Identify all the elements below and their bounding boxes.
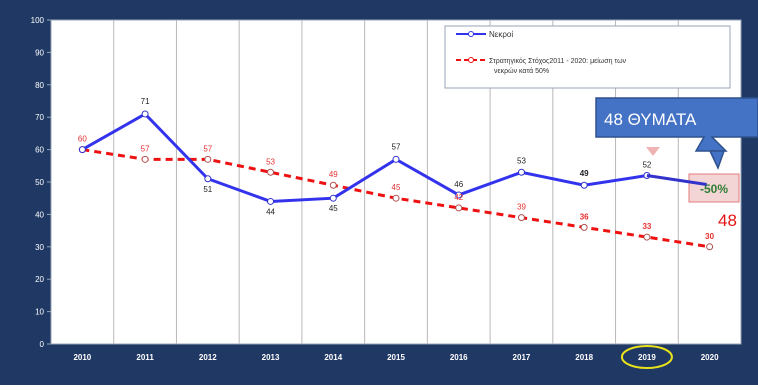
y-tick-label: 80 bbox=[35, 81, 44, 90]
target-label: 60 bbox=[78, 135, 87, 144]
legend-label-deaths: Νεκροί bbox=[489, 30, 513, 39]
y-tick-label: 40 bbox=[35, 210, 44, 219]
target-label: 42 bbox=[454, 193, 463, 202]
y-tick-label: 10 bbox=[35, 308, 44, 317]
legend-marker-target bbox=[468, 57, 474, 63]
target-label: 33 bbox=[642, 222, 651, 231]
y-tick-label: 60 bbox=[35, 146, 44, 155]
target-label: 39 bbox=[517, 203, 526, 212]
callout-text: 48 ΘΥΜΑΤΑ bbox=[604, 110, 697, 129]
y-tick-label: 100 bbox=[31, 16, 45, 25]
deaths-label: 57 bbox=[392, 142, 401, 151]
deaths-path bbox=[81, 112, 648, 203]
deaths-label: 46 bbox=[454, 180, 463, 189]
y-tick-label: 70 bbox=[35, 113, 44, 122]
final-value-label: 48 bbox=[718, 211, 737, 230]
deaths-point bbox=[329, 194, 337, 202]
callout-pointer bbox=[708, 150, 726, 170]
target-point bbox=[455, 204, 463, 212]
deaths-point bbox=[392, 155, 400, 163]
legend-box bbox=[444, 25, 731, 89]
deaths-data-labels: 71 51 44 45 57 46 53 49 52 bbox=[141, 97, 652, 216]
target-label: 57 bbox=[203, 144, 212, 153]
deaths-point bbox=[455, 191, 463, 199]
target-label: 53 bbox=[266, 157, 275, 166]
target-point bbox=[643, 233, 651, 241]
legend-label-target-line2: νεκρών κατά 50% bbox=[494, 67, 549, 75]
legend: Νεκροί Στρατηγικός Στόχος2011 - 2020: με… bbox=[444, 25, 731, 89]
deaths-point bbox=[580, 181, 588, 189]
x-tick-label: 2017 bbox=[513, 353, 531, 362]
badge-text: -50% bbox=[700, 182, 728, 196]
target-point bbox=[141, 155, 149, 163]
target-point bbox=[517, 214, 525, 222]
deaths-point bbox=[267, 197, 275, 205]
x-tick-label: 2019 bbox=[638, 353, 656, 362]
deaths-label: 71 bbox=[141, 97, 150, 106]
x-tick-label: 2011 bbox=[136, 353, 154, 362]
legend-label-target-line1: Στρατηγικός Στόχος2011 - 2020: μείωση τω… bbox=[489, 57, 627, 65]
final-value-line bbox=[646, 174, 707, 186]
target-point bbox=[267, 168, 275, 176]
x-tick-label: 2015 bbox=[387, 353, 405, 362]
x-tick-label: 2020 bbox=[701, 353, 719, 362]
y-tick-label: 0 bbox=[40, 340, 45, 349]
deaths-label: 53 bbox=[517, 156, 526, 165]
x-tick-label: 2014 bbox=[324, 353, 342, 362]
y-tick-label: 90 bbox=[35, 48, 44, 57]
target-label: 30 bbox=[705, 232, 714, 241]
deaths-label: 51 bbox=[203, 185, 212, 194]
target-point bbox=[329, 181, 337, 189]
y-tick-label: 50 bbox=[35, 178, 44, 187]
x-tick-label: 2018 bbox=[575, 353, 593, 362]
target-label: 49 bbox=[329, 170, 338, 179]
deaths-point bbox=[141, 110, 149, 118]
deaths-point bbox=[204, 175, 212, 183]
callout-tail-decoration bbox=[646, 147, 660, 156]
y-axis: 0 10 20 30 40 50 60 70 80 90 100 bbox=[31, 16, 51, 349]
deaths-label: 49 bbox=[580, 169, 589, 178]
target-point bbox=[392, 194, 400, 202]
percentage-badge: -50% bbox=[688, 173, 740, 203]
x-tick-label: 2012 bbox=[199, 353, 217, 362]
target-data-labels: 60 57 57 53 49 45 42 39 36 33 30 bbox=[78, 135, 715, 241]
callout-shape bbox=[595, 97, 758, 152]
target-point bbox=[204, 155, 212, 163]
x-tick-label: 2016 bbox=[450, 353, 468, 362]
target-label: 57 bbox=[141, 144, 150, 153]
callout: 48 ΘΥΜΑΤΑ bbox=[595, 97, 758, 170]
y-tick-label: 30 bbox=[35, 243, 44, 252]
deaths-label: 45 bbox=[329, 204, 338, 213]
deaths-label: 44 bbox=[266, 207, 275, 216]
deaths-label: 52 bbox=[642, 161, 651, 170]
deaths-point bbox=[517, 168, 525, 176]
highlight-year-circle bbox=[620, 345, 673, 369]
target-point bbox=[706, 243, 714, 251]
target-point bbox=[580, 223, 588, 231]
x-tick-label: 2013 bbox=[262, 353, 280, 362]
x-axis: 2010 2011 2012 2013 2014 2015 2016 2017 2018 2019… bbox=[73, 353, 719, 362]
y-tick-label: 20 bbox=[35, 275, 44, 284]
deaths-point bbox=[78, 146, 86, 154]
legend-marker-deaths bbox=[468, 31, 474, 37]
badge-box bbox=[688, 173, 740, 203]
target-label: 45 bbox=[392, 183, 401, 192]
target-label: 36 bbox=[580, 212, 589, 221]
series-deaths-line bbox=[78, 110, 651, 205]
x-tick-label: 2010 bbox=[73, 353, 91, 362]
